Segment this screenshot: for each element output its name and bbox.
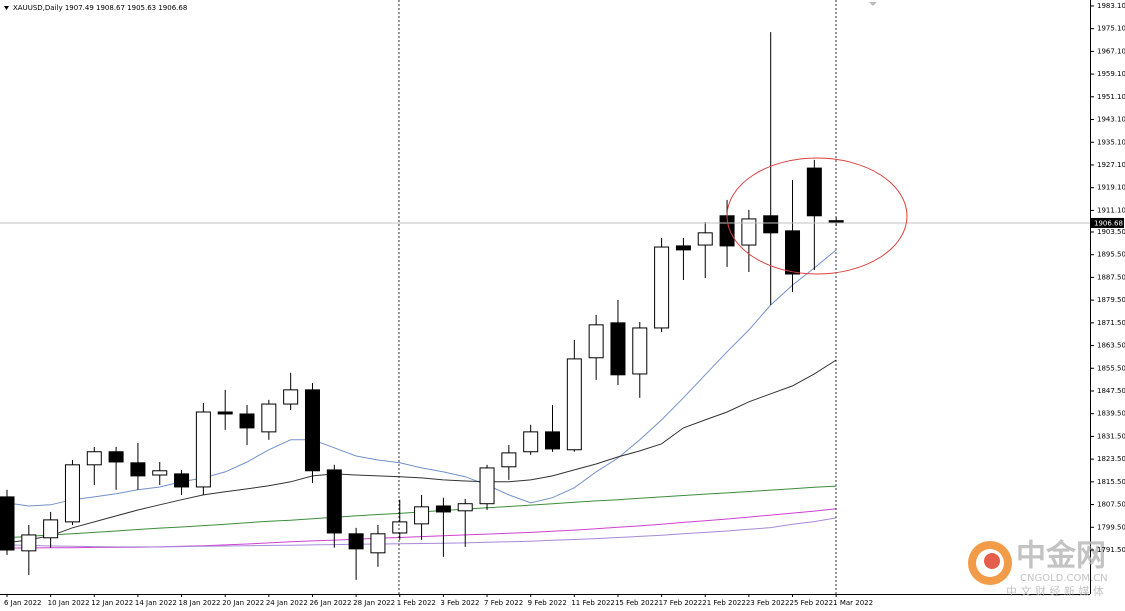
candle-body <box>654 246 670 329</box>
y-tick-label: 1983.10 <box>1097 2 1125 10</box>
candle-body <box>370 533 386 554</box>
candle-body <box>108 451 124 463</box>
candle-body <box>610 322 626 376</box>
y-tick-label: 1823.50 <box>1097 455 1125 463</box>
y-tick-label: 1863.50 <box>1097 342 1125 350</box>
candle-body <box>174 473 190 488</box>
candle-body <box>566 358 582 451</box>
watermark: 中金网 CNGOLD.COM.CN 中 文 财 经 新 媒 体 <box>968 539 1108 598</box>
x-tick-label: 14 Jan 2022 <box>135 599 177 607</box>
x-tick-label: 23 Feb 2022 <box>746 599 790 607</box>
x-tick-label: 28 Jan 2022 <box>353 599 395 607</box>
scroll-marker <box>869 2 877 6</box>
candle-body <box>806 167 822 217</box>
highlight-ellipse <box>726 157 908 275</box>
candle-body <box>392 521 408 534</box>
y-tick-label: 1815.50 <box>1097 478 1125 486</box>
candle-body <box>763 215 779 234</box>
y-tick-label: 1903.50 <box>1097 228 1125 236</box>
candle-body <box>435 505 451 513</box>
y-tick-label: 1887.50 <box>1097 273 1125 281</box>
candle-body <box>523 431 539 453</box>
y-tick-label: 1895.50 <box>1097 251 1125 259</box>
candle-body <box>130 462 146 477</box>
y-tick-label: 1807.50 <box>1097 501 1125 509</box>
candle-body <box>545 431 560 450</box>
y-tick-label: 1799.50 <box>1097 523 1125 531</box>
y-tick-label: 1879.50 <box>1097 296 1125 304</box>
candle-body <box>414 506 430 525</box>
x-tick-label: 10 Jan 2022 <box>48 599 90 607</box>
y-tick-label: 1943.10 <box>1097 116 1125 124</box>
candle-body <box>326 469 342 534</box>
y-tick-label: 1975.10 <box>1097 25 1125 33</box>
candle-body <box>304 389 320 472</box>
y-tick-label: 1927.10 <box>1097 161 1125 169</box>
x-tick-label: 24 Jan 2022 <box>266 599 308 607</box>
candle-body <box>261 403 277 433</box>
candle-body <box>43 519 59 539</box>
x-tick-label: 9 Feb 2022 <box>528 599 567 607</box>
candle-body <box>195 411 211 488</box>
candle-body <box>217 411 233 415</box>
candle-body <box>64 464 80 523</box>
candle-body <box>697 232 713 246</box>
candle-body <box>457 503 473 512</box>
y-tick-label: 1871.50 <box>1097 319 1125 327</box>
y-tick-label: 1967.10 <box>1097 47 1125 55</box>
last-price-box <box>1091 217 1124 228</box>
candle-body <box>741 218 757 246</box>
x-tick-label: 18 Jan 2022 <box>179 599 221 607</box>
x-tick-label: 6 Jan 2022 <box>4 599 42 607</box>
menu-arrow <box>4 6 9 10</box>
y-tick-label: 1951.10 <box>1097 93 1125 101</box>
watermark-name: 中金网 <box>1016 539 1106 574</box>
x-tick-label: 11 Feb 2022 <box>571 599 615 607</box>
x-tick-label: 25 Feb 2022 <box>790 599 834 607</box>
x-tick-label: 20 Jan 2022 <box>222 599 264 607</box>
candle-body <box>239 413 255 429</box>
x-tick-label: 1 Mar 2022 <box>833 599 873 607</box>
x-tick-label: 12 Jan 2022 <box>91 599 133 607</box>
watermark-url: CNGOLD.COM.CN <box>1020 573 1108 584</box>
x-tick-label: 7 Feb 2022 <box>484 599 523 607</box>
x-tick-label: 1 Feb 2022 <box>397 599 436 607</box>
logo <box>984 553 1000 569</box>
y-tick-label: 1911.10 <box>1097 206 1125 214</box>
candle-body <box>632 327 648 375</box>
candle-body <box>588 324 604 359</box>
y-tick-label: 1855.50 <box>1097 364 1125 372</box>
y-tick-label: 1935.10 <box>1097 138 1125 146</box>
candle-body <box>0 496 15 551</box>
moving-average <box>6 517 837 548</box>
y-tick-label: 1831.50 <box>1097 432 1125 440</box>
x-tick-label: 15 Feb 2022 <box>615 599 659 607</box>
x-tick-label: 17 Feb 2022 <box>659 599 703 607</box>
watermark-tagline: 中 文 财 经 新 媒 体 <box>1006 584 1104 598</box>
moving-average <box>6 249 837 507</box>
candle-body <box>21 534 37 552</box>
x-tick-label: 26 Jan 2022 <box>309 599 351 607</box>
candle-body <box>675 245 691 251</box>
candle-body <box>501 452 517 468</box>
last-price-label: 1906.68 <box>1094 219 1123 227</box>
y-tick-label: 1791.50 <box>1097 546 1125 554</box>
y-tick-label: 1839.50 <box>1097 410 1125 418</box>
x-tick-label: 21 Feb 2022 <box>702 599 746 607</box>
candle-body <box>283 389 299 405</box>
y-tick-label: 1919.10 <box>1097 184 1125 192</box>
chart-title: XAUUSD,Daily 1907.49 1908.67 1905.63 190… <box>13 4 187 12</box>
candle-body <box>479 467 495 505</box>
candle-body <box>785 230 801 275</box>
candle-body <box>86 451 102 466</box>
y-tick-label: 1959.10 <box>1097 70 1125 78</box>
candle-body <box>348 533 364 550</box>
x-tick-label: 3 Feb 2022 <box>440 599 479 607</box>
y-tick-label: 1847.50 <box>1097 387 1125 395</box>
candle-body <box>152 470 168 476</box>
moving-average <box>6 359 837 544</box>
